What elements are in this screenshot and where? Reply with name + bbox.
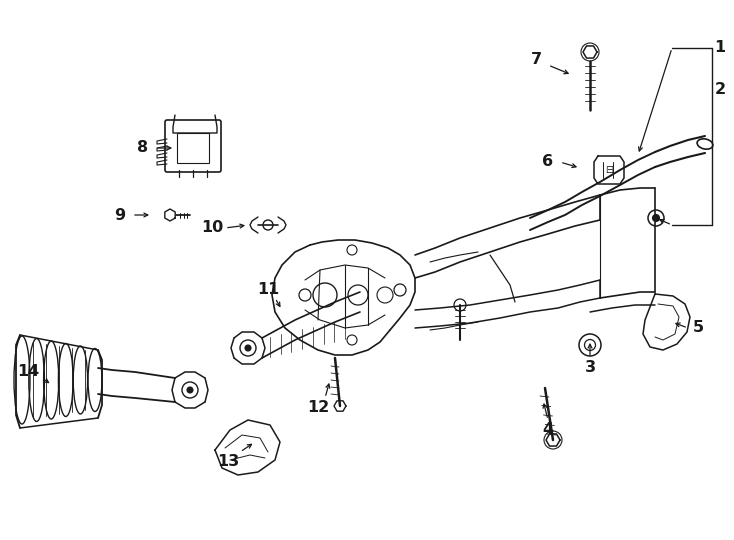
Text: 3: 3 [584, 361, 595, 375]
Text: 1: 1 [714, 40, 726, 56]
Circle shape [245, 345, 251, 351]
Text: 2: 2 [714, 83, 726, 98]
Text: 7: 7 [531, 52, 542, 68]
Text: 4: 4 [542, 422, 553, 437]
FancyBboxPatch shape [165, 120, 221, 172]
Text: 12: 12 [307, 401, 329, 415]
Text: 9: 9 [115, 207, 126, 222]
Circle shape [653, 214, 660, 221]
Circle shape [187, 387, 193, 393]
Text: 11: 11 [257, 282, 279, 298]
Text: 5: 5 [692, 321, 704, 335]
Text: 10: 10 [201, 220, 223, 235]
Text: 6: 6 [542, 154, 553, 170]
Text: ⊟: ⊟ [605, 165, 613, 175]
Text: 14: 14 [17, 364, 39, 380]
Text: 13: 13 [217, 455, 239, 469]
Text: 8: 8 [137, 140, 148, 156]
